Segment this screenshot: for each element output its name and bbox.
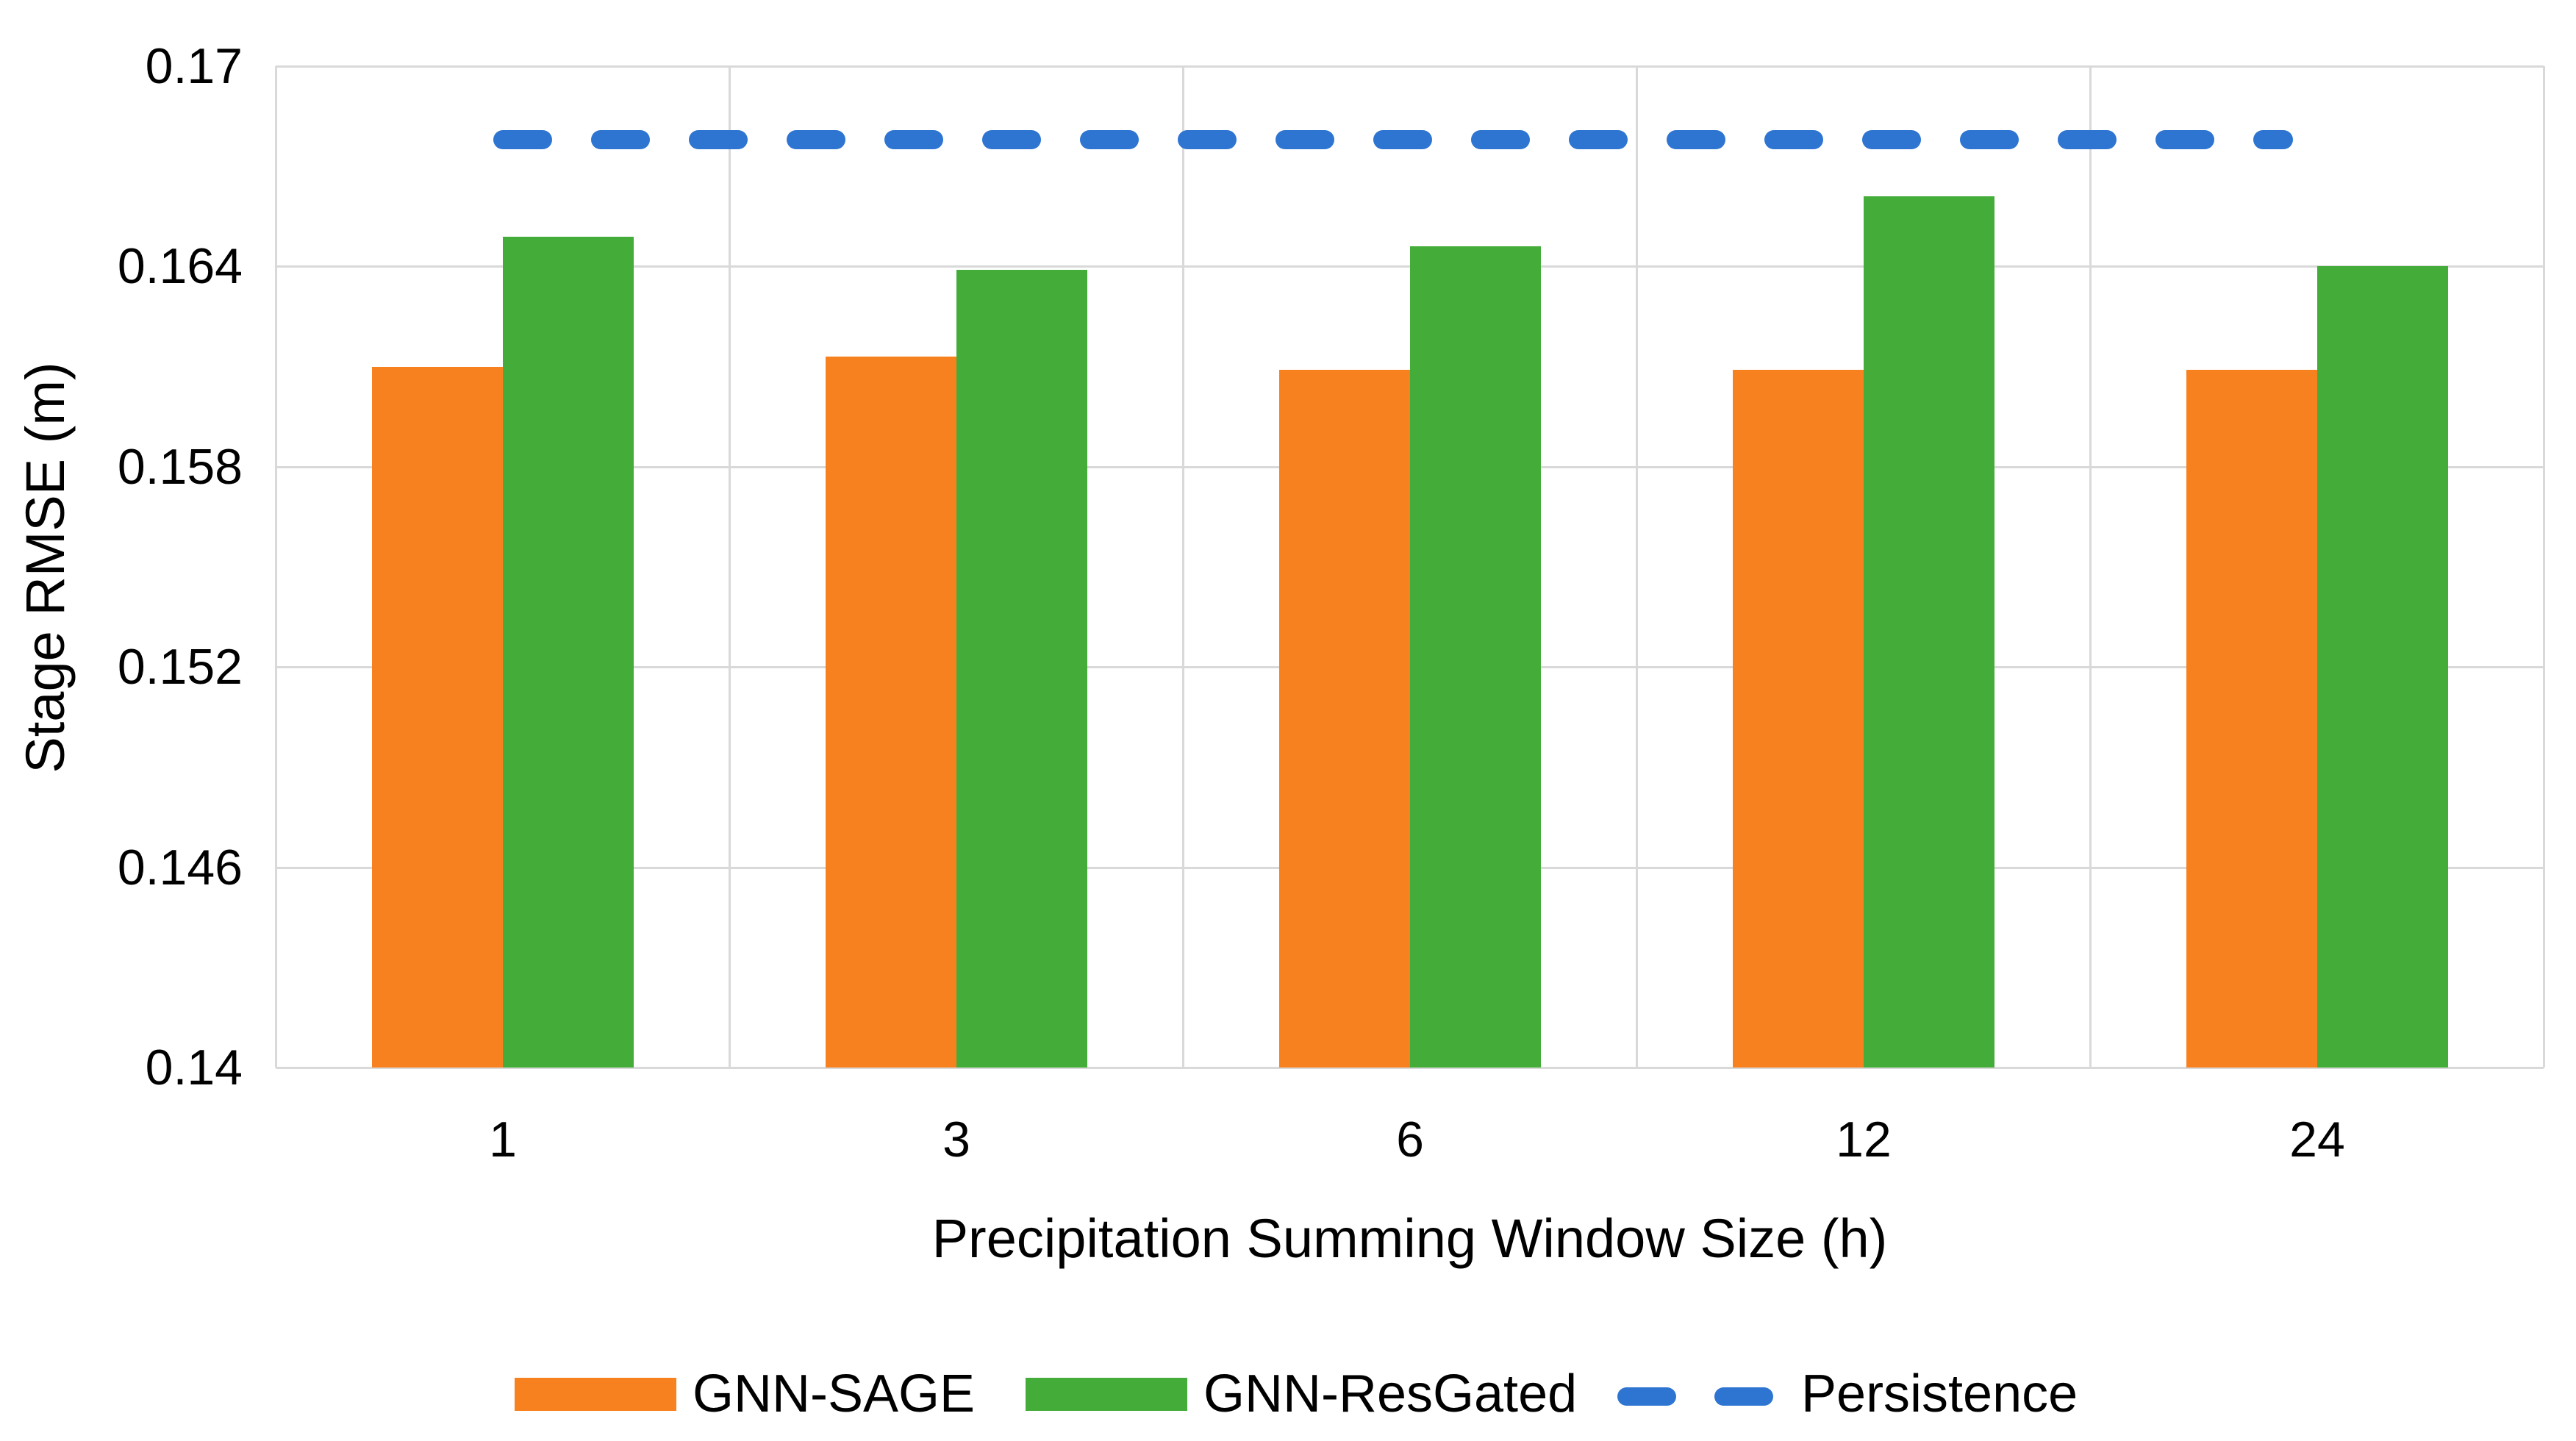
x-tick-label: 3 <box>942 1112 970 1168</box>
legend-swatch-gnn-resgated <box>1026 1378 1187 1411</box>
y-tick-label: 0.146 <box>117 840 243 895</box>
v-gridline <box>2543 66 2545 1068</box>
h-gridline <box>276 1067 2544 1069</box>
legend-swatch-gnn-sage <box>515 1378 676 1411</box>
bar-gnn-resgated-12 <box>1864 196 1994 1068</box>
y-tick-label: 0.164 <box>117 238 243 294</box>
x-tick-label: 1 <box>489 1112 517 1168</box>
y-tick-label: 0.17 <box>145 38 243 94</box>
v-gridline <box>2089 66 2092 1068</box>
x-axis-title: Precipitation Summing Window Size (h) <box>931 1208 1888 1269</box>
bar-gnn-sage-12 <box>1733 370 1864 1068</box>
y-axis-title: Stage RMSE (m) <box>15 362 76 773</box>
legend-label-gnn-sage: GNN-SAGE <box>693 1365 976 1423</box>
legend-dash-icon <box>1617 1387 1676 1406</box>
bar-gnn-resgated-1 <box>503 237 634 1068</box>
y-tick-label: 0.14 <box>145 1040 243 1095</box>
v-gridline <box>1182 66 1184 1068</box>
v-gridline <box>729 66 731 1068</box>
legend-label-gnn-resgated: GNN-ResGated <box>1203 1365 1578 1423</box>
x-tick-label: 12 <box>1836 1112 1892 1168</box>
legend-dash-icon <box>1714 1387 1773 1406</box>
x-tick-label: 24 <box>2289 1112 2345 1168</box>
h-gridline <box>276 265 2544 268</box>
bar-gnn-resgated-3 <box>956 270 1087 1068</box>
x-tick-label: 6 <box>1396 1112 1424 1168</box>
bar-gnn-sage-1 <box>372 367 503 1068</box>
v-gridline <box>275 66 277 1068</box>
bar-gnn-sage-24 <box>2186 370 2317 1068</box>
v-gridline <box>1636 66 1638 1068</box>
bar-gnn-resgated-24 <box>2317 266 2448 1068</box>
y-tick-label: 0.158 <box>117 439 243 495</box>
y-tick-label: 0.152 <box>117 639 243 695</box>
h-gridline <box>276 65 2544 68</box>
bar-gnn-sage-3 <box>826 357 956 1068</box>
bar-gnn-resgated-6 <box>1410 246 1541 1068</box>
bar-gnn-sage-6 <box>1279 370 1410 1068</box>
legend-label-persistence: Persistence <box>1801 1365 2078 1423</box>
